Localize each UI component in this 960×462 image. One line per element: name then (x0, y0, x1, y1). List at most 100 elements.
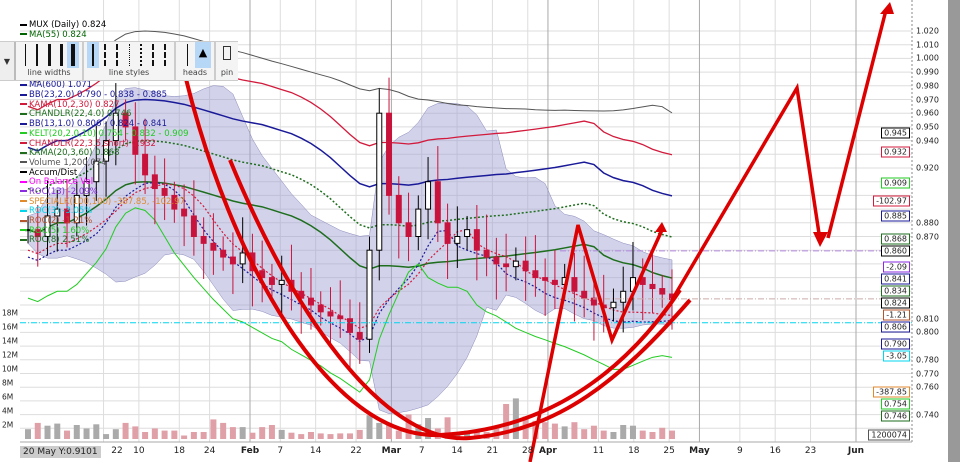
legend-item[interactable]: CHANDLR(22,3.5,short) 0.932 (20, 139, 189, 150)
arrow-head (813, 232, 828, 247)
line-width-3-button[interactable] (43, 42, 55, 68)
legend-swatch (20, 171, 27, 174)
candle-body (571, 277, 578, 292)
x-tick-label: 22 (350, 446, 362, 456)
candle-body (434, 181, 441, 224)
candle-body (376, 112, 383, 251)
legend-label: Volume 1,200,074 (29, 157, 107, 168)
x-tick-label: 24 (203, 446, 216, 456)
volume-bar (366, 415, 373, 439)
legend-swatch (20, 112, 27, 115)
x-tick-label: Mar (381, 446, 402, 456)
legend-item[interactable]: MA(55) 0.824 (20, 30, 189, 41)
candle-body (551, 279, 558, 285)
legend-item[interactable]: BB(13,1.0) 0.806 - 0.824 - 0.841 (20, 119, 189, 130)
legend-label: BB(13,1.0) 0.806 - 0.824 - 0.841 (29, 119, 167, 130)
toolbar-dropdown-button[interactable]: ▼ (0, 42, 16, 80)
volume-bar (25, 429, 31, 439)
line-width-4-button[interactable] (55, 42, 67, 68)
candle-body (151, 174, 158, 190)
candle-body (493, 256, 500, 265)
scrollbar[interactable] (948, 0, 960, 462)
legend-item[interactable]: ROC(3) -3.05% (20, 206, 189, 217)
volume-bar (620, 425, 627, 439)
volume-bar (629, 425, 636, 439)
y-tick-label: 0.780 (916, 355, 939, 365)
price-marker: 0.754 (881, 398, 910, 410)
y-tick-label: 0.940 (916, 136, 939, 146)
heads-label: heads (182, 68, 208, 77)
legend-item[interactable]: KAMA(20,3,60) 0.868 (20, 148, 189, 159)
volume-bar (83, 428, 90, 439)
legend-item[interactable]: ROC(13) -2.09% (20, 187, 189, 198)
legend-item[interactable]: CHANDLR(22,4.0) 0.746 (20, 110, 189, 120)
line-style-longdash-button[interactable] (111, 42, 123, 68)
volume-bar (347, 433, 353, 439)
candle-body (473, 229, 480, 251)
legend-label: KAMA(10,2,30) 0.827 (29, 99, 120, 110)
legend-item[interactable]: SPECIALK(100,100) -387.85, -102.97 (20, 197, 189, 208)
pin-button[interactable] (219, 42, 235, 68)
legend-item[interactable]: On Balance Vol (20, 177, 189, 188)
legend-item[interactable]: MUX (Daily) 0.824 (20, 20, 189, 31)
head-none-button[interactable] (179, 42, 195, 68)
legend-item[interactable]: BB(23,2.0) 0.790 - 0.838 - 0.885 (20, 90, 189, 101)
price-marker: 0.860 (881, 245, 910, 257)
candle-body (103, 140, 110, 162)
candle-body (327, 311, 334, 317)
line-style-dash-button[interactable] (99, 42, 111, 68)
line-width-2-button[interactable] (31, 42, 43, 68)
y-tick-label: 0.920 (916, 163, 939, 173)
volume-bar (73, 425, 80, 439)
volume-bar (142, 432, 149, 439)
line-style-dashdot-button[interactable] (147, 42, 159, 68)
volume-bar (93, 424, 100, 439)
price-marker: -2.09 (883, 261, 910, 273)
line-style-dense-button[interactable] (159, 42, 171, 68)
legend-item[interactable]: ROC(8) 2.51% (20, 236, 189, 246)
volume-bar (112, 429, 119, 439)
y-tick-label: 0.770 (916, 369, 939, 378)
x-tick-label: 18 (173, 446, 186, 456)
legend-item[interactable]: MA(600) 1.071 (20, 81, 189, 91)
volume-bar (220, 422, 227, 439)
candle-body (366, 249, 373, 340)
candle-body (405, 222, 412, 238)
legend-swatch (20, 209, 27, 212)
volume-bar (327, 434, 334, 439)
legend-swatch (20, 83, 27, 86)
volume-bar (190, 432, 197, 439)
y-tick-label: 0.980 (916, 81, 939, 91)
legend-label: ROC(5) 1.60% (29, 225, 90, 236)
legend-item[interactable]: KELT(20,2.0,10) 0.754 - 0.832 - 0.909 (20, 129, 189, 140)
volume-bar (268, 425, 275, 439)
volume-tick-label: 10M (2, 364, 19, 374)
line-style-solid-button[interactable] (87, 42, 99, 68)
candle-body (522, 260, 529, 272)
line-widths-label: line widths (27, 68, 71, 77)
legend-item[interactable]: Volume 1,200,074 (20, 157, 189, 169)
line-width-1-button[interactable] (19, 42, 31, 68)
line-style-dot-button[interactable] (123, 42, 135, 68)
volume-bar (659, 427, 666, 439)
legend-item[interactable]: ROC(5) 1.60% (20, 225, 189, 237)
volume-tick-label: 4M (2, 406, 14, 416)
volume-bar (512, 398, 519, 439)
line-style-dotted-button[interactable] (135, 42, 147, 68)
line-width-5-button[interactable] (67, 42, 79, 68)
candle-body (483, 249, 490, 258)
volume-bar (64, 430, 71, 439)
legend-item[interactable]: Accum/Dist (20, 168, 189, 179)
legend-label: BB(23,2.0) 0.790 - 0.838 - 0.885 (29, 90, 167, 101)
legend-label: MUX (Daily) 0.824 (29, 20, 107, 30)
chart-legend: MUX (Daily) 0.824 MA(55) 0.824 MA(600) 1.0… (20, 20, 189, 246)
arrow-head-button[interactable]: ▲ (195, 42, 211, 68)
candle-body (590, 297, 597, 306)
legend-item[interactable]: KAMA(10,2,30) 0.827 (20, 99, 189, 111)
legend-swatch (20, 200, 27, 203)
x-tick-label: 25 (663, 446, 675, 456)
candle-body (425, 181, 432, 210)
candle-body (83, 181, 90, 196)
legend-item[interactable]: ROC(2) -1.21% (20, 216, 189, 227)
